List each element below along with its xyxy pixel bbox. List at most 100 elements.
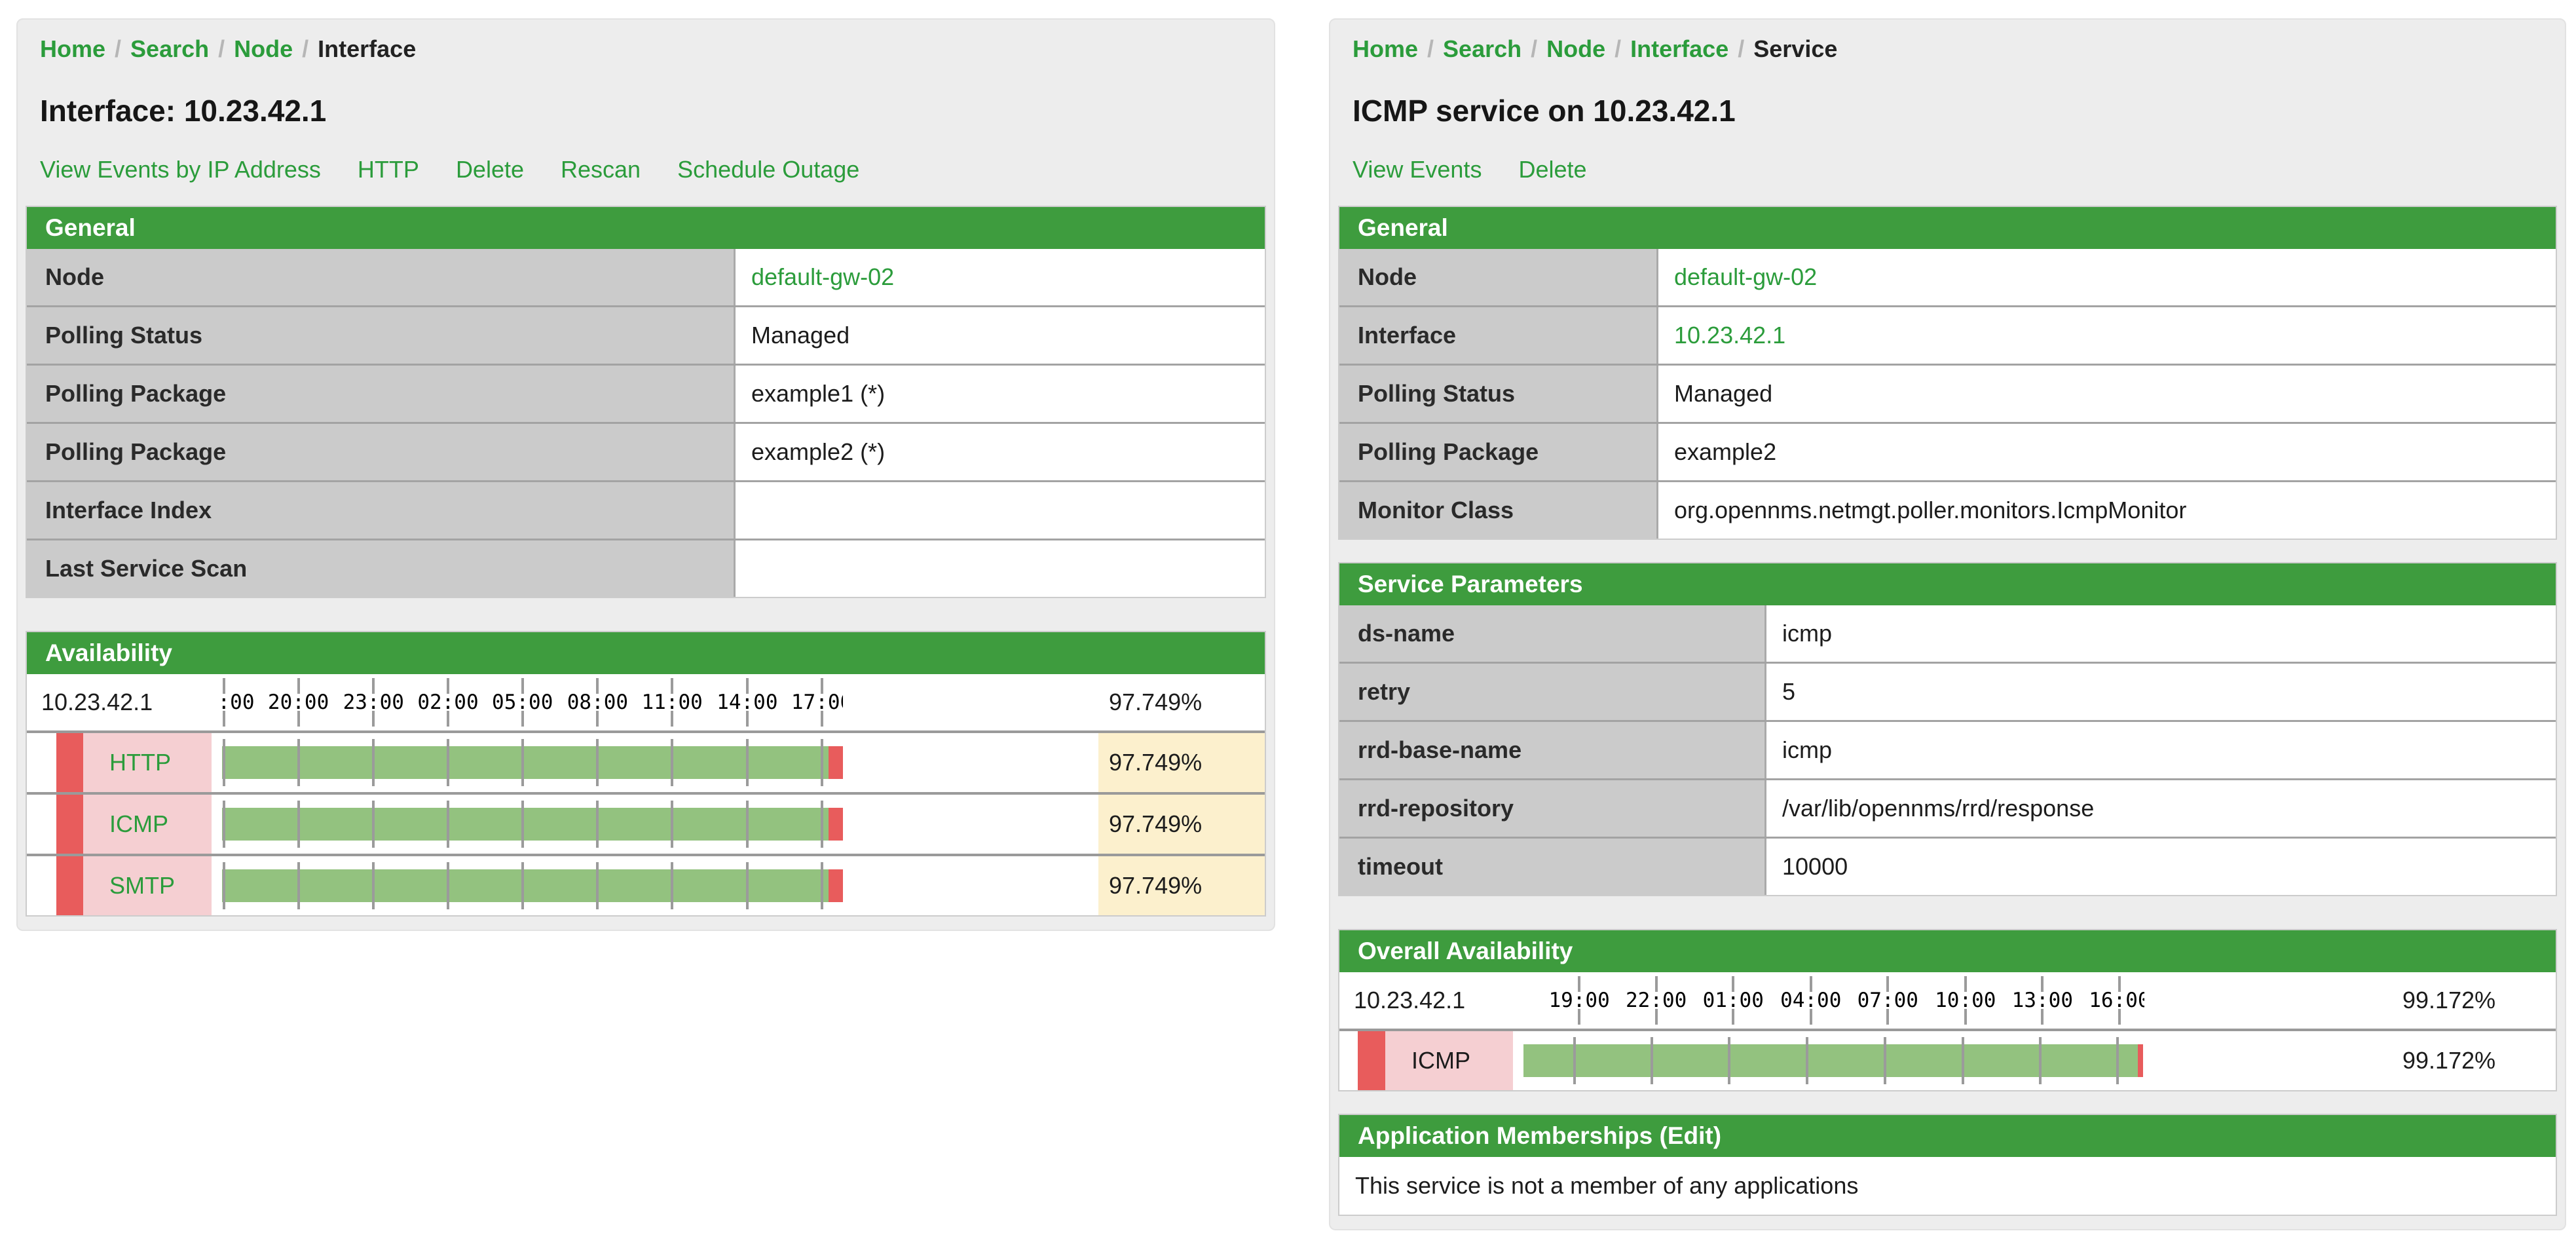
outage-status-stripe bbox=[1358, 1031, 1385, 1090]
general-table: General Node default-gw-02 Interface 10.… bbox=[1338, 206, 2557, 540]
service-link-icmp[interactable]: ICMP bbox=[109, 810, 168, 838]
interface-link[interactable]: 10.23.42.1 bbox=[1674, 322, 1785, 349]
table-row: Polling Package example2 bbox=[1339, 422, 2556, 480]
row-value: icmp bbox=[1766, 722, 2556, 778]
table-row: Interface 10.23.42.1 bbox=[1339, 305, 2556, 364]
row-label: Polling Status bbox=[27, 307, 736, 364]
breadcrumb-node[interactable]: Node bbox=[234, 35, 293, 62]
breadcrumb-search[interactable]: Search bbox=[1443, 35, 1521, 62]
service-parameters-table: Service Parameters ds-name icmp retry 5 … bbox=[1338, 562, 2557, 896]
breadcrumb-separator: / bbox=[1521, 35, 1546, 62]
breadcrumb-search[interactable]: Search bbox=[130, 35, 209, 62]
action-links: View Events by IP Address HTTP Delete Re… bbox=[40, 156, 1266, 183]
general-table: General Node default-gw-02 Polling Statu… bbox=[26, 206, 1266, 598]
table-row: Node default-gw-02 bbox=[1339, 249, 2556, 305]
breadcrumb: Home/Search/Node/Interface/Service bbox=[1353, 35, 2557, 63]
row-label: Monitor Class bbox=[1339, 482, 1658, 539]
http-link[interactable]: HTTP bbox=[358, 156, 419, 183]
node-link[interactable]: default-gw-02 bbox=[1674, 263, 1817, 291]
row-indent bbox=[1339, 1031, 1358, 1090]
application-memberships-title: Application Memberships bbox=[1358, 1122, 1652, 1149]
row-value: example2 bbox=[1658, 424, 2556, 480]
table-row: Polling Package example2 (*) bbox=[27, 422, 1265, 480]
row-label: rrd-base-name bbox=[1339, 722, 1766, 778]
row-label: Polling Status bbox=[1339, 366, 1658, 422]
row-value: /var/lib/opennms/rrd/response bbox=[1766, 780, 2556, 837]
row-label: Interface bbox=[1339, 307, 1658, 364]
row-value: org.opennms.netmgt.poller.monitors.IcmpM… bbox=[1658, 482, 2556, 539]
service-availability-value: 97.749% bbox=[1098, 795, 1265, 854]
view-events-by-ip-link[interactable]: View Events by IP Address bbox=[40, 156, 321, 183]
availability-bar bbox=[1523, 1031, 2143, 1090]
row-label: Interface Index bbox=[27, 482, 736, 539]
node-link[interactable]: default-gw-02 bbox=[751, 263, 894, 291]
table-row: retry 5 bbox=[1339, 662, 2556, 720]
row-label: Node bbox=[27, 249, 736, 305]
row-label: Node bbox=[1339, 249, 1658, 305]
outage-status-stripe bbox=[56, 795, 83, 854]
table-row: rrd-repository /var/lib/opennms/rrd/resp… bbox=[1339, 778, 2556, 837]
row-indent bbox=[27, 795, 56, 854]
schedule-outage-link[interactable]: Schedule Outage bbox=[677, 156, 859, 183]
table-row: Polling Package example1 (*) bbox=[27, 364, 1265, 422]
overall-availability-header: Overall Availability bbox=[1339, 930, 2556, 972]
breadcrumb: Home/Search/Node/Interface bbox=[40, 35, 1266, 63]
row-label: rrd-repository bbox=[1339, 780, 1766, 837]
service-availability-value: 97.749% bbox=[1098, 856, 1265, 915]
time-axis: 17:0020:0023:0002:0005:0008:0011:0014:00… bbox=[222, 674, 843, 730]
table-row: Polling Status Managed bbox=[27, 305, 1265, 364]
service-availability-value: 97.749% bbox=[1098, 733, 1265, 792]
row-value: example2 (*) bbox=[736, 424, 1265, 480]
service-link-http[interactable]: HTTP bbox=[109, 749, 171, 776]
delete-link[interactable]: Delete bbox=[1518, 156, 1586, 183]
page-title: Interface: 10.23.42.1 bbox=[40, 93, 1266, 128]
action-links: View Events Delete bbox=[1353, 156, 2557, 183]
service-row-icmp: ICMP 99.172% bbox=[1339, 1029, 2556, 1090]
edit-applications-link[interactable]: (Edit) bbox=[1660, 1122, 1722, 1149]
row-value bbox=[736, 540, 1265, 597]
row-value: Managed bbox=[1658, 366, 2556, 422]
page-title: ICMP service on 10.23.42.1 bbox=[1353, 93, 2557, 128]
table-row: rrd-base-name icmp bbox=[1339, 720, 2556, 778]
uptime-bar bbox=[1523, 1044, 2138, 1077]
availability-axis-row: 10.23.42.1 17:0020:0023:0002:0005:0008:0… bbox=[27, 674, 1265, 730]
availability-table: Availability 10.23.42.1 17:0020:0023:000… bbox=[26, 631, 1266, 917]
view-events-link[interactable]: View Events bbox=[1353, 156, 1482, 183]
table-row: Node default-gw-02 bbox=[27, 249, 1265, 305]
rescan-link[interactable]: Rescan bbox=[561, 156, 641, 183]
overall-availability-value: 99.172% bbox=[2392, 972, 2556, 1029]
overall-availability-value: 97.749% bbox=[1098, 674, 1265, 730]
table-row: timeout 10000 bbox=[1339, 837, 2556, 895]
general-header: General bbox=[1339, 207, 2556, 249]
overall-availability-table: Overall Availability 10.23.42.1 19:0022:… bbox=[1338, 929, 2557, 1091]
service-row-smtp: SMTP 97.749% bbox=[27, 854, 1265, 915]
breadcrumb-separator: / bbox=[209, 35, 234, 62]
application-memberships-header: Application Memberships (Edit) bbox=[1339, 1115, 2556, 1157]
service-link-smtp[interactable]: SMTP bbox=[109, 872, 175, 900]
uptime-bar bbox=[222, 869, 829, 902]
table-row: Monitor Class org.opennms.netmgt.poller.… bbox=[1339, 480, 2556, 539]
table-row: Interface Index bbox=[27, 480, 1265, 539]
table-row: ds-name icmp bbox=[1339, 605, 2556, 662]
availability-bar bbox=[222, 795, 843, 854]
time-axis: 19:0022:0001:0004:0007:0010:0013:0016:00 bbox=[1529, 972, 2144, 1029]
breadcrumb-home[interactable]: Home bbox=[40, 35, 105, 62]
uptime-bar bbox=[222, 808, 829, 841]
breadcrumb-interface[interactable]: Interface bbox=[1630, 35, 1728, 62]
breadcrumb-current-service: Service bbox=[1753, 35, 1837, 62]
row-label: Polling Package bbox=[27, 366, 736, 422]
service-availability-value: 99.172% bbox=[2392, 1031, 2556, 1090]
breadcrumb-home[interactable]: Home bbox=[1353, 35, 1418, 62]
row-indent bbox=[27, 733, 56, 792]
table-row: Polling Status Managed bbox=[1339, 364, 2556, 422]
service-row-icmp: ICMP 97.749% bbox=[27, 792, 1265, 854]
interface-panel: Home/Search/Node/Interface Interface: 10… bbox=[16, 18, 1275, 931]
row-value: 10000 bbox=[1766, 839, 2556, 895]
downtime-bar bbox=[829, 869, 842, 902]
breadcrumb-current-interface: Interface bbox=[318, 35, 416, 62]
downtime-bar bbox=[2138, 1044, 2143, 1077]
delete-link[interactable]: Delete bbox=[456, 156, 524, 183]
breadcrumb-node[interactable]: Node bbox=[1546, 35, 1605, 62]
downtime-bar bbox=[829, 808, 842, 841]
service-row-http: HTTP 97.749% bbox=[27, 730, 1265, 792]
